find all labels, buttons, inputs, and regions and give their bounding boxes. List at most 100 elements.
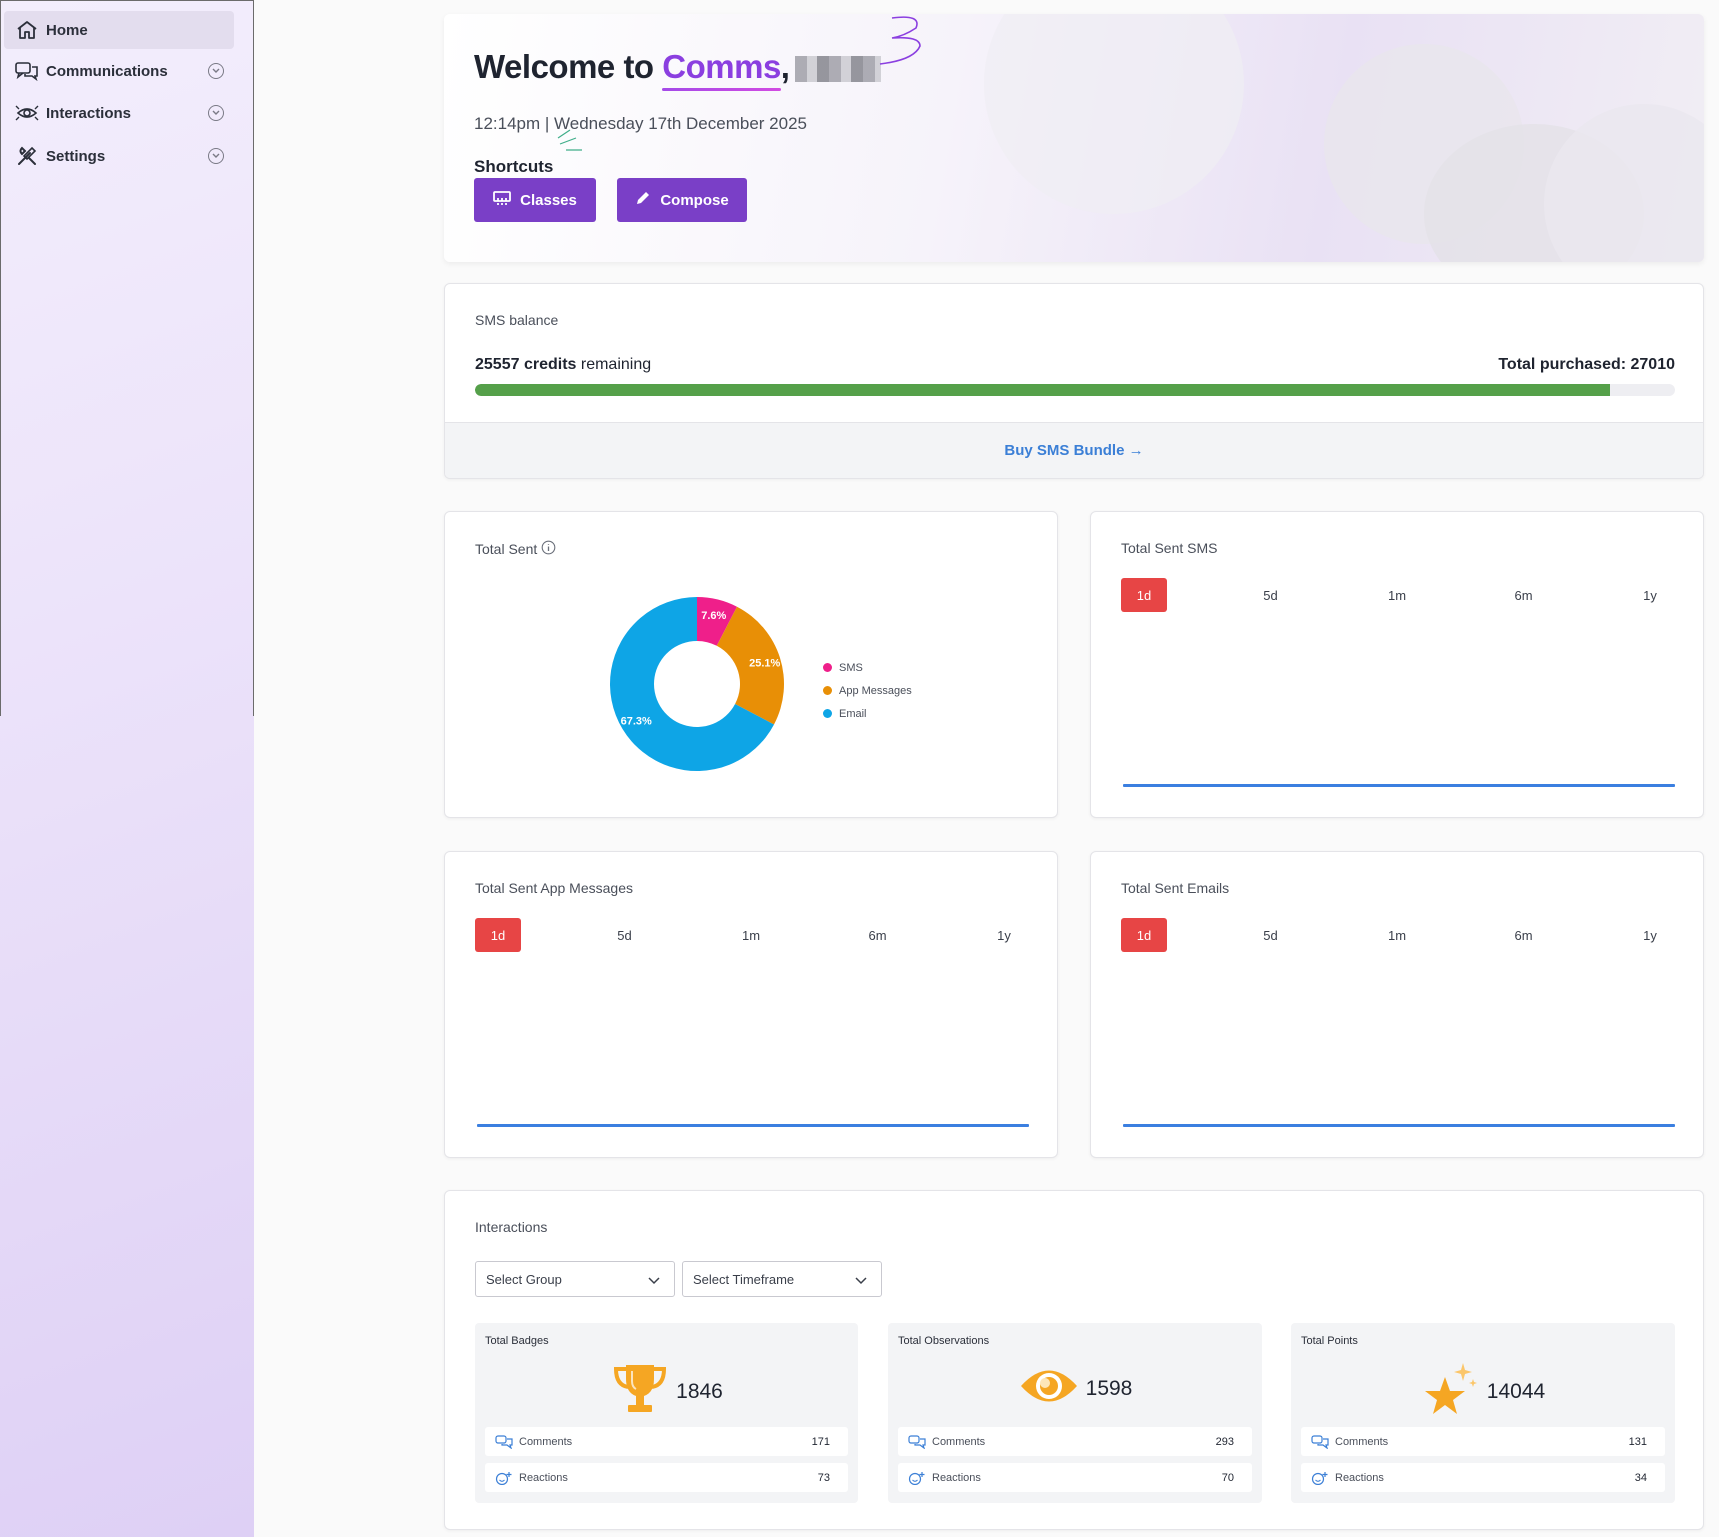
interactions-card: Interactions Select Group Select Timefra… — [444, 1190, 1704, 1530]
total-sent-app-messages-card: Total Sent App Messages 1d 5d 1m 6m 1y — [444, 851, 1058, 1158]
total-sent-emails-title: Total Sent Emails — [1121, 880, 1230, 896]
total-badges-stat: Total Badges 1846 Comments 171 Reactions… — [475, 1323, 858, 1503]
tools-icon — [14, 145, 40, 167]
stat-value-row: 14044 — [1291, 1361, 1675, 1423]
title-prefix: Welcome to — [474, 48, 663, 85]
smiley-plus-icon — [1311, 1471, 1329, 1485]
comments-icon — [495, 1434, 513, 1449]
legend-item-sms[interactable]: SMS — [823, 656, 912, 679]
chart-baseline — [1123, 1124, 1675, 1127]
timeframe-tab-6m[interactable]: 6m — [1514, 587, 1533, 603]
stat-label: Total Badges — [485, 1335, 549, 1347]
sms-balance-card: SMS balance 25557 credits remaining Tota… — [444, 283, 1704, 479]
total-sent-title-text: Total Sent — [475, 541, 538, 557]
timeframe-tab-1d[interactable]: 1d — [1121, 918, 1167, 952]
timeframe-tab-1m[interactable]: 1m — [1387, 587, 1407, 603]
title-separator: , — [780, 48, 790, 85]
spark-decoration — [557, 129, 582, 151]
timeframe-tab-5d[interactable]: 5d — [1263, 587, 1278, 603]
sidebar-item-settings[interactable]: Settings — [4, 137, 234, 175]
credits-value: 25557 — [475, 356, 520, 373]
sidebar-item-communications[interactable]: Communications — [4, 52, 234, 90]
classes-button[interactable]: Classes — [474, 178, 596, 222]
compose-button[interactable]: Compose — [617, 178, 747, 222]
comments-row: Comments 131 — [1301, 1427, 1665, 1456]
timeframe-tab-1d[interactable]: 1d — [475, 918, 521, 952]
brand-name: Comms — [662, 48, 781, 85]
chat-icon — [14, 60, 40, 82]
comments-count: 171 — [811, 1435, 830, 1448]
comments-label: Comments — [519, 1435, 573, 1448]
comments-count: 293 — [1215, 1435, 1234, 1448]
stat-label: Total Points — [1301, 1335, 1358, 1347]
total-purchased: Total purchased: 27010 — [1498, 356, 1675, 373]
sms-progress-fill — [475, 384, 1611, 396]
chevron-down-icon[interactable] — [208, 148, 224, 164]
total-observations-stat: Total Observations 1598 Comments 293 Rea… — [888, 1323, 1262, 1503]
donut-slice-email[interactable] — [610, 597, 775, 771]
legend-label: Email — [839, 707, 867, 720]
star-icon — [1421, 1361, 1481, 1423]
donut-slice-app-messages[interactable] — [716, 606, 784, 725]
total-sent-sms-card: Total Sent SMS 1d 5d 1m 6m 1y — [1090, 511, 1704, 818]
timeframe-tab-1m[interactable]: 1m — [741, 927, 761, 943]
chart-legend: SMS App Messages Email — [823, 656, 912, 725]
stat-value-row: 1846 — [475, 1361, 858, 1423]
info-icon[interactable] — [541, 540, 556, 558]
select-group-placeholder: Select Group — [486, 1271, 562, 1287]
sidebar-item-interactions[interactable]: Interactions — [4, 94, 234, 132]
timeframe-tab-1y[interactable]: 1y — [997, 927, 1011, 943]
comments-count: 131 — [1628, 1435, 1647, 1448]
timeframe-tab-1y[interactable]: 1y — [1643, 927, 1657, 943]
total-sent-card: Total Sent 7.6% 25.1% 67.3% SMS App Message… — [444, 511, 1058, 818]
chart-baseline — [477, 1124, 1029, 1127]
comments-icon — [1311, 1434, 1329, 1449]
stat-value: 1846 — [676, 1380, 723, 1403]
reactions-count: 70 — [1221, 1471, 1234, 1484]
remaining-label: remaining — [576, 356, 652, 373]
timeframe-tab-1d[interactable]: 1d — [1121, 578, 1167, 612]
trophy-icon — [610, 1361, 670, 1423]
donut-label-app-messages: 25.1% — [749, 658, 780, 670]
buy-sms-bundle-link[interactable]: Buy SMS Bundle → — [445, 422, 1703, 478]
sidebar-item-label: Settings — [46, 147, 106, 165]
timeframe-tab-5d[interactable]: 5d — [1263, 927, 1278, 943]
timeframe-tab-5d[interactable]: 5d — [617, 927, 632, 943]
page-title: Welcome to Comms, — [474, 48, 882, 86]
select-timeframe-dropdown[interactable]: Select Timeframe — [682, 1261, 882, 1297]
chevron-down-icon[interactable] — [208, 105, 224, 121]
total-sent-title: Total Sent — [475, 540, 556, 558]
legend-item-email[interactable]: Email — [823, 702, 912, 725]
timeframe-tabs: 1d 5d 1m 6m 1y — [1121, 918, 1673, 952]
reactions-row: Reactions 70 — [898, 1463, 1252, 1492]
total-points-stat: Total Points 14044 Comments 131 Reaction… — [1291, 1323, 1675, 1503]
comments-label: Comments — [1335, 1435, 1389, 1448]
chevron-down-icon[interactable] — [208, 63, 224, 79]
timeframe-tabs: 1d 5d 1m 6m 1y — [475, 918, 1027, 952]
welcome-card: Welcome to Comms, 12:14pm | Wednesday 17… — [444, 14, 1704, 262]
donut-slice-sms[interactable] — [697, 597, 737, 646]
comments-label: Comments — [932, 1435, 986, 1448]
chevron-down-icon — [648, 1273, 660, 1288]
sidebar-item-label: Home — [46, 21, 88, 39]
credits-remaining: 25557 credits remaining — [475, 356, 651, 374]
timeframe-tab-6m[interactable]: 6m — [1514, 927, 1533, 943]
reactions-row: Reactions 73 — [485, 1463, 848, 1492]
interactions-title: Interactions — [475, 1219, 548, 1235]
comments-row: Comments 171 — [485, 1427, 848, 1456]
timeframe-tab-1m[interactable]: 1m — [1387, 927, 1407, 943]
reactions-label: Reactions — [519, 1471, 568, 1484]
sidebar-item-home[interactable]: Home — [4, 11, 234, 49]
smiley-plus-icon — [495, 1471, 513, 1485]
select-group-dropdown[interactable]: Select Group — [475, 1261, 675, 1297]
stat-value-row: 1598 — [888, 1361, 1262, 1417]
reactions-row: Reactions 34 — [1301, 1463, 1665, 1492]
legend-item-app-messages[interactable]: App Messages — [823, 679, 912, 702]
sms-progress-bar — [475, 384, 1675, 396]
stat-value: 1598 — [1085, 1377, 1133, 1400]
timeframe-tab-6m[interactable]: 6m — [868, 927, 887, 943]
select-timeframe-placeholder: Select Timeframe — [693, 1271, 795, 1287]
credits-unit: credits — [519, 356, 577, 373]
timeframe-tab-1y[interactable]: 1y — [1643, 587, 1657, 603]
reactions-count: 34 — [1634, 1471, 1647, 1484]
